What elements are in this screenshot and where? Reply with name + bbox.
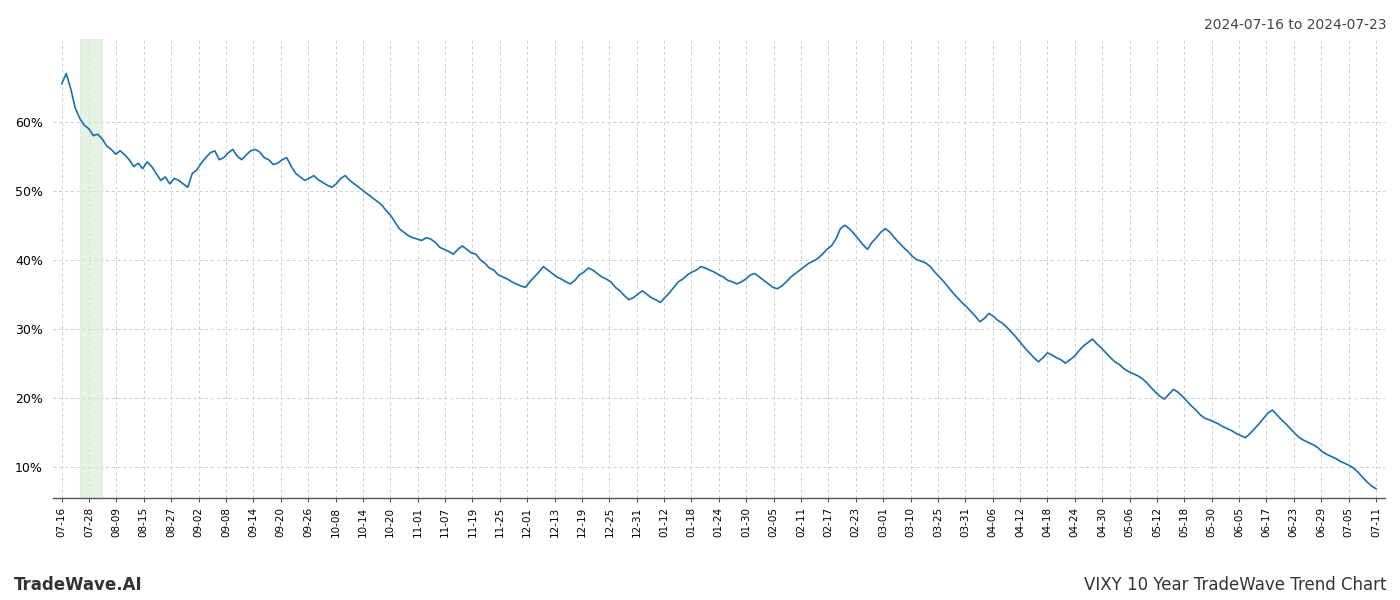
Bar (80, 39, 102, 498)
Text: VIXY 10 Year TradeWave Trend Chart: VIXY 10 Year TradeWave Trend Chart (1084, 576, 1386, 594)
Text: 2024-07-16 to 2024-07-23: 2024-07-16 to 2024-07-23 (1204, 18, 1386, 32)
Text: TradeWave.AI: TradeWave.AI (14, 576, 143, 594)
